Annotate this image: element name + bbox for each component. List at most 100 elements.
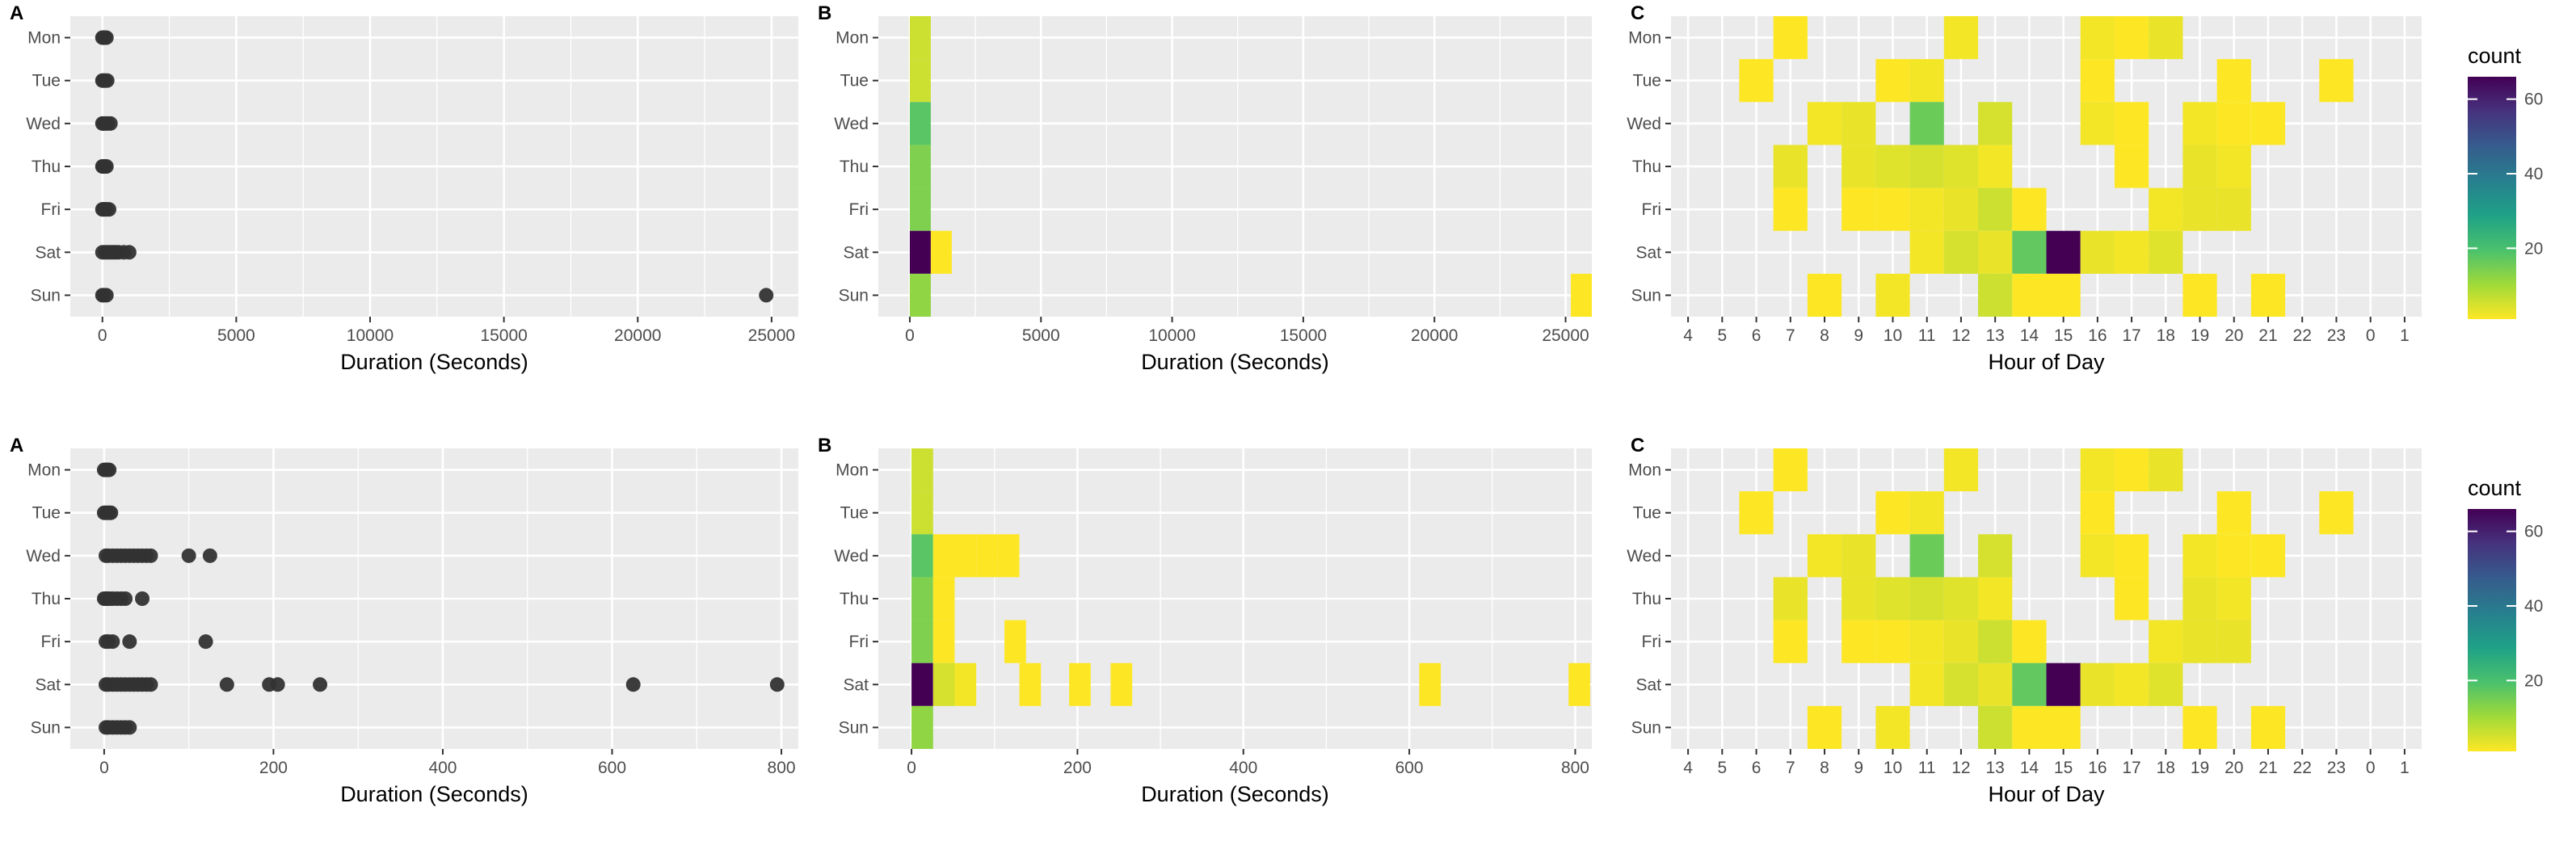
y-tick-label: Fri (41, 200, 61, 219)
legend-tick-label: 40 (2524, 165, 2543, 183)
x-tick-label: 0 (99, 759, 109, 777)
heatmap-tile (1875, 491, 1910, 535)
heatmap-tile (1943, 577, 1979, 620)
x-tick-label: 15 (2054, 759, 2073, 777)
heatmap-tile (1943, 662, 1979, 706)
heatmap-tile (954, 534, 977, 578)
heatmap-tile (1978, 102, 2013, 145)
heatmap-tile (1842, 577, 1876, 620)
panel-grid: 0 5000 10000 15000 20000 25000MonTueWedThuFri… (10, 2, 2422, 806)
data-point (759, 288, 774, 303)
heatmap-tile (2012, 230, 2047, 274)
heatmap-tile (1909, 230, 1944, 274)
heatmap-tile (1875, 577, 1910, 620)
x-tick-label: 14 (2020, 326, 2039, 345)
heatmap-tile (1571, 273, 1592, 317)
heatmap-tile (1875, 705, 1910, 749)
heatmap-tile (911, 491, 933, 535)
heatmap-tile (1943, 620, 1979, 663)
heatmap-tile (909, 16, 931, 60)
x-tick-label: 23 (2327, 326, 2346, 345)
data-point (122, 720, 137, 735)
heatmap-tile (1978, 145, 2013, 188)
y-tick-label: Sun (31, 718, 61, 737)
heatmap-tile (2149, 448, 2183, 492)
y-tick-label: Thu (840, 590, 869, 608)
heatmap-tile (1842, 145, 1876, 188)
x-tick-label: 25000 (748, 326, 795, 345)
heatmap-tile (1069, 662, 1091, 706)
x-axis-title: Hour of Day (1988, 782, 2105, 806)
x-tick-label: 5000 (217, 326, 255, 345)
heatmap-tile (1943, 448, 1979, 492)
heatmap-tile (1773, 620, 1808, 663)
color-legend-top: count 20 40 60 (2468, 44, 2543, 319)
heatmap-tile (2114, 230, 2149, 274)
data-point (625, 677, 641, 692)
heatmap-tile (2216, 491, 2251, 535)
heatmap-tile (2182, 273, 2217, 317)
heatmap-tile (911, 577, 933, 620)
heatmap-tile (1568, 662, 1590, 706)
x-tick-label: 21 (2258, 759, 2277, 777)
x-tick-label: 5000 (1022, 326, 1060, 345)
y-tick-label: Tue (1633, 72, 1661, 90)
heatmap-tile (1419, 662, 1442, 706)
heatmap-tile (2319, 491, 2354, 535)
heatmap-tile (1943, 145, 1979, 188)
heatmap-tile (1110, 662, 1133, 706)
data-point (118, 591, 133, 606)
data-point (103, 505, 119, 520)
heatmap-tile (1875, 59, 1910, 103)
heatmap-tile (2182, 577, 2217, 620)
legend-tick-label: 40 (2524, 597, 2543, 616)
x-tick-label: 16 (2088, 326, 2107, 345)
heatmap-tile (1909, 577, 1944, 620)
heatmap-tile (1909, 59, 1944, 103)
x-tick-label: 5 (1717, 326, 1727, 345)
heatmap-tile (911, 534, 933, 578)
data-point (99, 30, 114, 45)
panel-tag: C (1631, 2, 1644, 24)
y-tick-label: Sat (1635, 243, 1661, 262)
heatmap-tile (2114, 102, 2149, 145)
x-tick-label: 17 (2122, 326, 2140, 345)
heatmap-tile (2149, 16, 2183, 60)
heatmap-tile (1978, 273, 2013, 317)
heatmap-tile (1807, 534, 1842, 578)
heatmap-tile (2182, 145, 2217, 188)
panel-b-top: 0 5000 10000 15000 20000 25000 Mon Tue Wed Thu Fri… (818, 2, 1592, 374)
heatmap-tile (1978, 705, 2013, 749)
y-tick-label: Thu (1632, 158, 1661, 176)
heatmap-tile (930, 230, 952, 274)
x-tick-label: 800 (768, 759, 796, 777)
x-tick-label: 4 (1683, 759, 1693, 777)
heatmap-tile (2319, 59, 2354, 103)
heatmap-tile (1773, 448, 1808, 492)
heatmap-tile (2080, 59, 2115, 103)
x-tick-label: 20000 (614, 326, 661, 345)
data-point (122, 634, 137, 650)
x-tick-label: 13 (1985, 759, 2004, 777)
data-point (121, 245, 137, 260)
x-tick-label: 15000 (1280, 326, 1327, 345)
data-point (99, 73, 115, 88)
x-tick-label: 19 (2191, 759, 2209, 777)
heatmap-tile (1807, 102, 1842, 145)
y-tick-label: Tue (32, 72, 61, 90)
legend-title: count (2468, 476, 2522, 500)
x-tick-label: 9 (1854, 759, 1863, 777)
heatmap-tile (1773, 577, 1808, 620)
x-tick-label: 22 (2293, 759, 2312, 777)
heatmap-tile (2012, 705, 2047, 749)
x-tick-label: 6 (1752, 326, 1762, 345)
legend-tick-label: 20 (2524, 671, 2543, 690)
heatmap-tile (1978, 230, 2013, 274)
heatmap-tile (976, 534, 998, 578)
heatmap-tile (2250, 273, 2286, 317)
x-tick-label: 20000 (1411, 326, 1458, 345)
x-tick-label: 7 (1786, 759, 1795, 777)
y-tick-label: Thu (840, 158, 869, 176)
heatmap-tile (1807, 705, 1842, 749)
